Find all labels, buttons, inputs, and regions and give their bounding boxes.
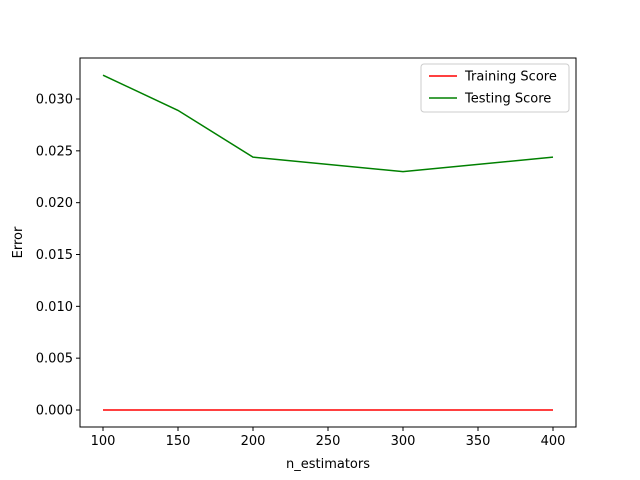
y-tick-label: 0.030 — [36, 93, 73, 108]
legend-box — [420, 63, 570, 113]
x-tick-label: 100 — [91, 434, 116, 449]
y-tick-label: 0.020 — [36, 196, 73, 211]
series-line-2 — [102, 74, 554, 173]
y-tick-label: 0.015 — [36, 248, 73, 263]
legend-label-1: Training Score — [464, 70, 557, 85]
y-axis: 0.000 0.005 0.010 0.015 0.020 0.025 0.030 — [36, 93, 80, 419]
y-tick-label: 0.010 — [36, 300, 73, 315]
series-layer — [102, 74, 554, 411]
x-tick-label: 200 — [241, 434, 266, 449]
y-axis-label: Error — [11, 226, 26, 258]
y-tick-label: 0.005 — [36, 352, 73, 367]
legend: Training Score Testing Score — [420, 63, 570, 113]
legend-label-2: Testing Score — [464, 92, 551, 107]
x-axis: 100 150 200 250 300 350 400 — [91, 427, 566, 449]
y-tick-label: 0.000 — [36, 404, 73, 419]
x-tick-label: 250 — [316, 434, 341, 449]
x-tick-label: 150 — [166, 434, 191, 449]
y-tick-label: 0.025 — [36, 144, 73, 159]
x-tick-label: 400 — [541, 434, 566, 449]
x-tick-label: 350 — [466, 434, 491, 449]
x-tick-label: 300 — [391, 434, 416, 449]
x-axis-label: n_estimators — [286, 457, 370, 472]
